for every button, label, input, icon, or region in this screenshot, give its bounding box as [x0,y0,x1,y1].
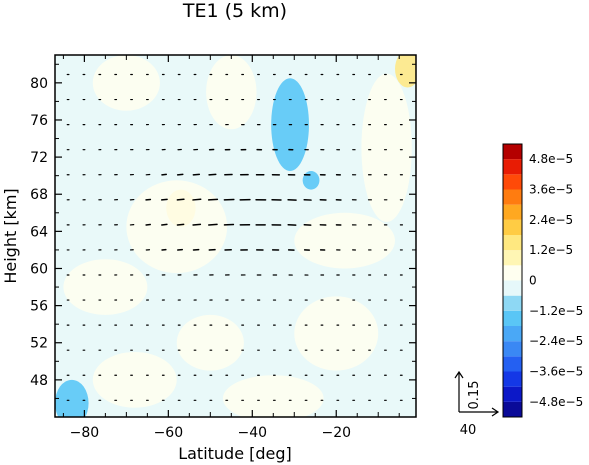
colorbar-tick-label: 4.8e−5 [529,152,573,166]
y-tick-label: 48 [30,373,48,389]
wind-vector [176,198,185,201]
colorbar-segment [503,159,522,175]
colorbar-tick-label: 0 [529,274,537,288]
colorbar-segment [503,144,522,160]
wind-vector-field [66,73,404,401]
colorbar-tick-label: 1.2e−5 [529,243,573,257]
colorbar-segment [503,219,522,235]
contour-region-6 [206,55,257,130]
contour-region-8 [126,180,228,274]
colorbar-segment [503,310,522,326]
y-axis-label: Height [km] [1,188,20,283]
contour-region-7 [361,73,412,223]
colorbar-segment [503,265,522,281]
plot-frame [54,54,417,418]
wind-vector [161,223,168,226]
colorbar-tick-label: 2.4e−5 [529,213,573,227]
wind-vector [207,223,218,226]
colorbar-segment [503,341,522,357]
reference-vector-horizontal-label: 40 [460,423,477,438]
colorbar-tick-label: −1.2e−5 [529,304,583,318]
contour-region-4 [395,55,416,88]
y-tick-label: 76 [30,113,48,129]
colorbar-segment [503,386,522,402]
colorbar-segment [503,401,522,417]
contour-region-13 [92,352,177,408]
y-tick-label: 52 [30,336,48,352]
filled-contours [55,55,416,417]
contour-region-1 [302,171,320,190]
y-tick-label: 68 [30,187,48,203]
plot-area [54,54,417,418]
reference-vector-arrow [454,370,500,417]
x-tick-label: −40 [238,425,268,441]
colorbar-segment [503,189,522,205]
y-tick-label: 72 [30,150,48,166]
wind-vector [192,223,202,226]
colorbar-segment [503,295,522,311]
colorbar-tick-label: 3.6e−5 [529,183,573,197]
colorbar-tick-label: −4.8e−5 [529,395,583,409]
x-tick-label: −80 [70,425,100,441]
wind-vector [176,223,185,226]
colorbar-segment [503,280,522,296]
contour-region-12 [294,296,379,371]
colorbar-segment [503,371,522,387]
colorbar-segment [503,250,522,266]
colorbar-segment [503,204,522,220]
wind-vector [207,198,219,201]
contour-region-2 [55,379,89,417]
chart-title: TE1 (5 km) [182,0,287,22]
wind-vector [160,198,168,201]
y-axis: 48 52 56 60 64 68 72 76 80 [30,63,416,399]
colorbar-segment [503,235,522,251]
y-tick-label: 56 [30,299,48,315]
y-tick-label: 64 [30,224,48,240]
colorbar-segment [503,174,522,190]
colorbar-frame [502,143,523,418]
colorbar-tick-label: −3.6e−5 [529,365,583,379]
contour-region-9 [294,212,396,269]
colorbar-segment [503,356,522,372]
x-axis: −80 −60 −40 −20 [62,55,400,441]
reference-vector: 0.15 40 [454,370,500,438]
reference-vector-vertical-label: 0.15 [467,381,482,410]
colorbar: −4.8e−5 −3.6e−5 −2.4e−5 −1.2e−5 0 1.2e−5 2.4e−… [502,143,583,418]
y-tick-label: 80 [30,76,48,92]
colorbar-tick-label: −2.4e−5 [529,334,583,348]
y-tick-label: 60 [30,261,48,277]
contour-region-10 [63,259,148,315]
contour-region-5 [92,55,160,111]
contour-region-14 [222,375,324,417]
colorbar-segment [503,326,522,342]
wind-vector [192,198,202,201]
x-tick-label: −20 [321,425,351,441]
x-tick-label: −60 [154,425,184,441]
contour-region-11 [176,314,244,371]
x-axis-label: Latitude [deg] [178,444,292,463]
